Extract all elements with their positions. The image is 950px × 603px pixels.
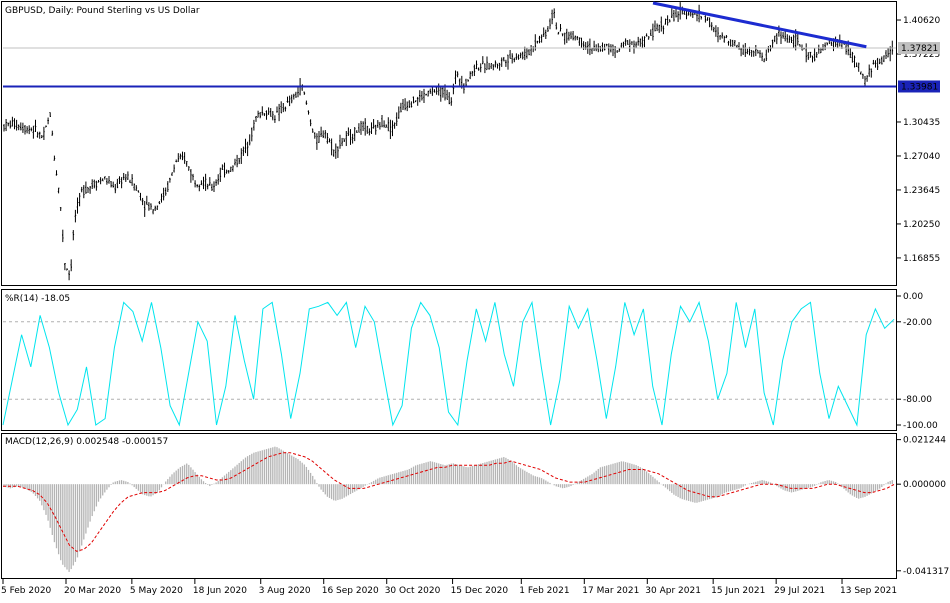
macd-tick-label: 0.000000 — [903, 480, 946, 490]
axes: 1.40620 1.37225 1.30435 1.27040 1.23645 1.202… — [1, 16, 949, 596]
support-label: 1.33981 — [901, 82, 938, 92]
macd-panel-frame — [1, 433, 897, 579]
price-tick-label: 1.23645 — [903, 186, 940, 196]
time-tick-label: 5 May 2020 — [130, 586, 183, 596]
price-tick-label: 1.37225 — [903, 50, 940, 60]
time-tick-label: 29 Jul 2021 — [774, 586, 825, 596]
macd-indicator — [3, 446, 895, 572]
price-tick-label: 1.30435 — [903, 118, 940, 128]
symbol-title: GBPUSD, Daily: Pound Sterling vs US Doll… — [5, 6, 200, 16]
macd-tick-label: -0.041317 — [903, 567, 949, 577]
time-tick-label: 1 Feb 2021 — [519, 586, 569, 596]
price-tick-label: 1.16855 — [903, 254, 940, 264]
wpr-panel-frame — [1, 289, 897, 431]
time-tick-label: 3 Aug 2020 — [259, 586, 311, 596]
macd-tick-label: 0.021244 — [903, 436, 946, 446]
time-tick-label: 15 Jun 2021 — [711, 586, 765, 596]
price-panel-frame — [1, 1, 897, 286]
current-price-label: 1.37821 — [901, 44, 938, 54]
price-tick-label: 1.27040 — [903, 152, 940, 162]
time-tick-label: 16 Sep 2020 — [322, 586, 379, 596]
time-tick-label: 15 Dec 2020 — [451, 586, 509, 596]
price-candles — [3, 1, 896, 281]
wpr-line — [2, 300, 895, 427]
wpr-tick-label: 0.00 — [903, 292, 923, 302]
macd-signal-line — [3, 452, 895, 552]
current-price-label-bg — [898, 42, 940, 55]
wpr-title: %R(14) -18.05 — [5, 294, 70, 304]
wpr-tick-label: -20.00 — [903, 318, 932, 328]
wpr-tick-label: -80.00 — [903, 395, 932, 405]
wpr-indicator — [2, 300, 896, 427]
time-tick-label: 30 Apr 2021 — [645, 586, 701, 596]
macd-title: MACD(12,26,9) 0.002548 -0.000157 — [5, 437, 168, 447]
time-tick-label: 20 Mar 2020 — [64, 586, 121, 596]
time-tick-label: 30 Oct 2020 — [385, 586, 441, 596]
time-tick-label: 18 Jun 2020 — [193, 586, 247, 596]
wpr-tick-label: -100.00 — [903, 421, 938, 431]
support-label-bg — [898, 80, 940, 93]
downtrend-line — [652, 1, 867, 49]
time-tick-label: 17 Mar 2021 — [582, 586, 639, 596]
time-tick-label: 5 Feb 2020 — [1, 586, 52, 596]
time-tick-label: 13 Sep 2021 — [840, 586, 897, 596]
price-tick-label: 1.20250 — [903, 220, 940, 230]
price-tick-label: 1.40620 — [903, 16, 940, 26]
